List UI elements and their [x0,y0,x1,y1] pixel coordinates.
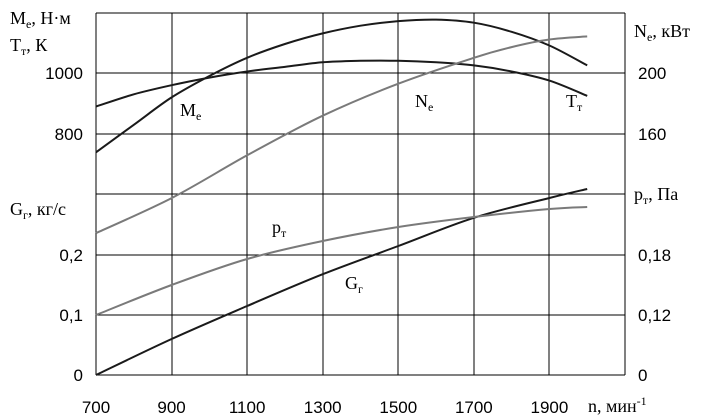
right-tick-0: 0 [638,366,647,385]
series-line-me [95,18,588,154]
x-tick-1700: 1700 [455,398,493,417]
right-tick-0-18: 0,18 [638,246,671,265]
curves [95,18,588,376]
gg-axis-label: Gг, кг/с [10,199,66,222]
grid [95,12,626,376]
right-tick-160: 160 [638,125,666,144]
series-line-tt [95,59,588,108]
left-tick-1000: 1000 [45,64,83,83]
x-tick-700: 700 [82,398,110,417]
gg-curve-label: Gг [345,273,363,296]
x-axis-label: n, мин-1 [588,394,647,416]
x-tick-1900: 1900 [531,398,569,417]
left-tick-0-1: 0,1 [59,306,83,325]
right-tick-200: 200 [638,64,666,83]
x-tick-900: 900 [157,398,185,417]
me-curve-label: Me [180,100,201,123]
tt-axis-label: Tт, К [10,35,48,58]
x-tick-labels: 700 900 1100 1300 1500 1700 1900 [82,398,569,417]
x-tick-1500: 1500 [379,398,417,417]
ne-curve-label: Ne [415,91,433,114]
series-line-ne [95,35,588,235]
left-tick-800: 800 [55,125,83,144]
series-line-gg [95,188,588,376]
pt-axis-label: pт, Па [634,184,678,207]
left-tick-0: 0 [74,366,83,385]
x-tick-1100: 1100 [229,398,266,417]
left-tick-0-2: 0,2 [59,246,83,265]
x-tick-1300: 1300 [304,398,342,417]
ne-axis-label: Ne, кВт [634,21,690,44]
me-axis-label: Me, Н·м [10,8,71,31]
tt-curve-label: Tт [566,91,583,114]
right-tick-0-12: 0,12 [638,306,671,325]
pt-curve-label: pт [272,217,287,240]
series-line-pt [95,206,588,316]
